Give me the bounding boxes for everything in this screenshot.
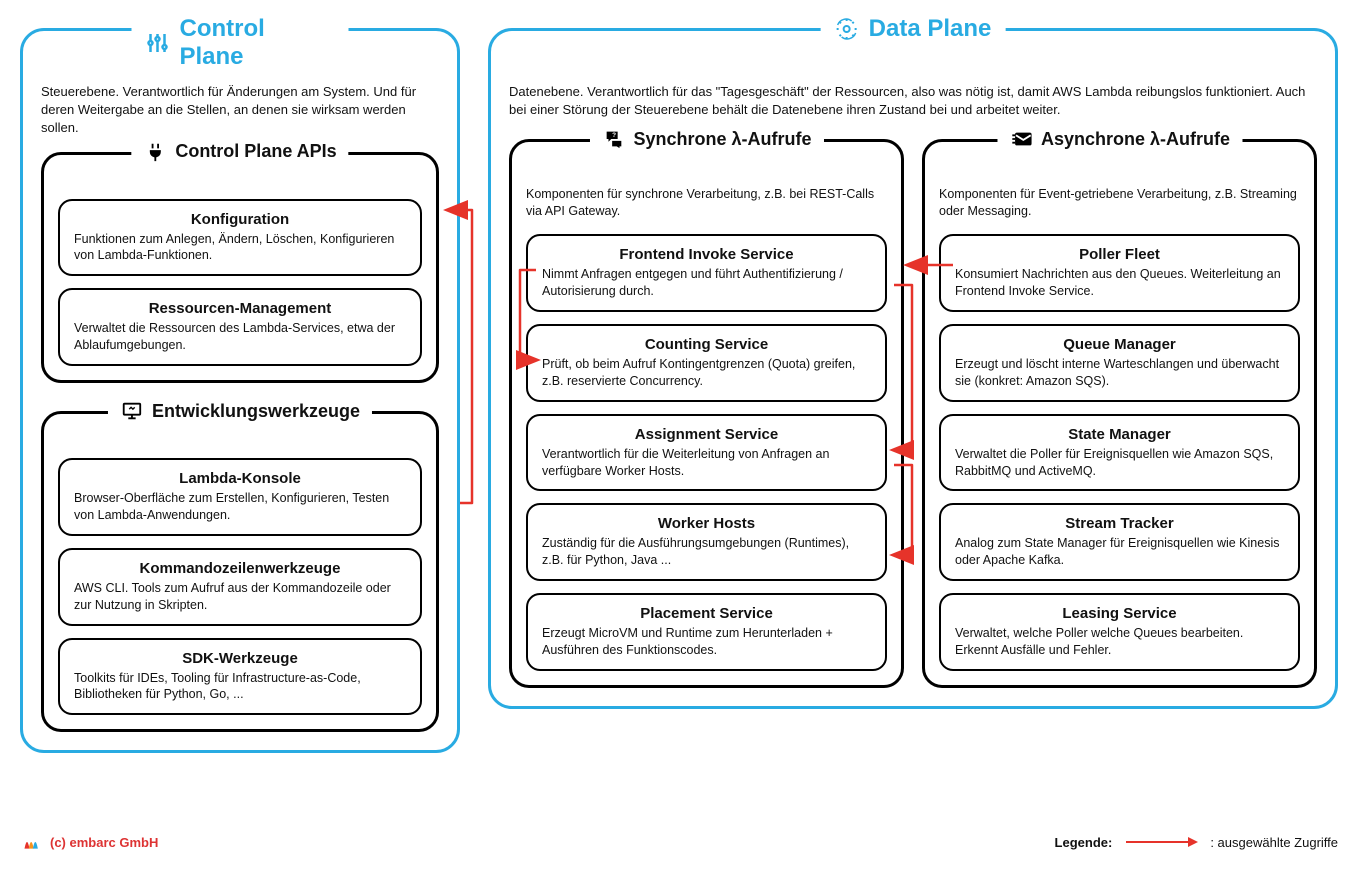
section-entwicklungswerkzeuge: EntwicklungswerkzeugeLambda-KonsoleBrows… [41, 411, 439, 732]
box-desc: Verantwortlich für die Weiterleitung von… [542, 446, 871, 480]
box-title: Konfiguration [74, 211, 406, 228]
box-title: Leasing Service [955, 605, 1284, 622]
control-plane-region: Control Plane Steuerebene. Verantwortlic… [20, 28, 460, 753]
data-plane-title: Data Plane [821, 15, 1006, 43]
box-worker-hosts: Worker Hosts Zuständig für die Ausführung… [526, 503, 887, 581]
section-subtitle: Komponenten für Event-getriebene Verarbe… [939, 186, 1300, 220]
box-desc: Browser-Oberfläche zum Erstellen, Konfig… [74, 490, 406, 524]
box-title: Assignment Service [542, 426, 871, 443]
box-desc: Verwaltet die Ressourcen des Lambda-Serv… [74, 320, 406, 354]
box-title: Placement Service [542, 605, 871, 622]
copyright-text: (c) embarc GmbH [50, 835, 158, 850]
box-title: Counting Service [542, 336, 871, 353]
box-title: Queue Manager [955, 336, 1284, 353]
box-title: Worker Hosts [542, 515, 871, 532]
box-state-manager: State Manager Verwaltet die Poller für Er… [939, 414, 1300, 492]
section-title: Entwicklungswerkzeuge [108, 399, 372, 423]
box-title: SDK-Werkzeuge [74, 650, 406, 667]
box-desc: Analog zum State Manager für Ereignisque… [955, 535, 1284, 569]
box-poller-fleet: Poller Fleet Konsumiert Nachrichten aus d… [939, 234, 1300, 312]
section-title-text: Entwicklungswerkzeuge [152, 401, 360, 422]
section-title-text: Asynchrone λ-Aufrufe [1041, 129, 1230, 150]
legend: Legende: : ausgewählte Zugriffe [1055, 835, 1338, 850]
section-synchrone-aufrufe: ?Synchrone λ-AufrufeKomponenten für sync… [509, 139, 904, 688]
logo-icon [20, 830, 44, 854]
box-desc: Erzeugt und löscht interne Warteschlange… [955, 356, 1284, 390]
box-placement-service: Placement Service Erzeugt MicroVM und Run… [526, 593, 887, 671]
section-asynchrone-aufrufe: Asynchrone λ-AufrufeKomponenten für Even… [922, 139, 1317, 688]
sliders-icon [146, 31, 170, 55]
box-title: State Manager [955, 426, 1284, 443]
diagram-canvas: Control Plane Steuerebene. Verantwortlic… [20, 20, 1338, 854]
box-desc: Verwaltet die Poller für Ereignisquellen… [955, 446, 1284, 480]
section-title: Control Plane APIs [131, 140, 348, 164]
box-title: Stream Tracker [955, 515, 1284, 532]
box-desc: Nimmt Anfragen entgegen und führt Authen… [542, 266, 871, 300]
box-kommandozeilenwerkzeuge: Kommandozeilenwerkzeuge AWS CLI. Tools zu… [58, 548, 422, 626]
box-leasing-service: Leasing Service Verwaltet, welche Poller … [939, 593, 1300, 671]
data-plane-region: Data Plane Datenebene. Verantwortlich fü… [488, 28, 1338, 709]
box-desc: Toolkits für IDEs, Tooling für Infrastru… [74, 670, 406, 704]
copyright: (c) embarc GmbH [20, 830, 158, 854]
svg-text:?: ? [612, 133, 616, 140]
box-title: Frontend Invoke Service [542, 246, 871, 263]
legend-label: Legende: [1055, 835, 1113, 850]
box-queue-manager: Queue Manager Erzeugt und löscht interne … [939, 324, 1300, 402]
box-sdk-werkzeuge: SDK-Werkzeuge Toolkits für IDEs, Tooling … [58, 638, 422, 716]
section-title-text: Control Plane APIs [175, 141, 336, 162]
box-desc: Konsumiert Nachrichten aus den Queues. W… [955, 266, 1284, 300]
gear-cycle-icon [835, 17, 859, 41]
control-plane-title-text: Control Plane [180, 15, 335, 71]
data-plane-desc: Datenebene. Verantwortlich für das "Tage… [509, 83, 1317, 119]
box-title: Lambda-Konsole [74, 470, 406, 487]
mail-icon [1009, 127, 1033, 151]
control-plane-title: Control Plane [132, 15, 349, 71]
box-assignment-service: Assignment Service Verantwortlich für die… [526, 414, 887, 492]
section-subtitle: Komponenten für synchrone Verarbeitung, … [526, 186, 887, 220]
box-lambda-konsole: Lambda-Konsole Browser-Oberfläche zum Ers… [58, 458, 422, 536]
box-ressourcen-management: Ressourcen-Management Verwaltet die Resso… [58, 288, 422, 366]
box-counting-service: Counting Service Prüft, ob beim Aufruf Ko… [526, 324, 887, 402]
box-desc: AWS CLI. Tools zum Aufruf aus der Komman… [74, 580, 406, 614]
box-title: Kommandozeilenwerkzeuge [74, 560, 406, 577]
section-title: ? Synchrone λ-Aufrufe [589, 127, 823, 151]
box-desc: Prüft, ob beim Aufruf Kontingentgrenzen … [542, 356, 871, 390]
control-plane-desc: Steuerebene. Verantwortlich für Änderung… [41, 83, 439, 138]
box-desc: Funktionen zum Anlegen, Ändern, Löschen,… [74, 231, 406, 265]
section-title: Asynchrone λ-Aufrufe [997, 127, 1242, 151]
box-frontend-invoke-service: Frontend Invoke Service Nimmt Anfragen en… [526, 234, 887, 312]
box-stream-tracker: Stream Tracker Analog zum State Manager f… [939, 503, 1300, 581]
box-title: Ressourcen-Management [74, 300, 406, 317]
footer: (c) embarc GmbH Legende: : ausgewählte Z… [20, 830, 1338, 854]
data-plane-title-text: Data Plane [869, 15, 992, 43]
box-konfiguration: Konfiguration Funktionen zum Anlegen, Änd… [58, 199, 422, 277]
monitor-icon [120, 399, 144, 423]
box-desc: Verwaltet, welche Poller welche Queues b… [955, 625, 1284, 659]
legend-text: : ausgewählte Zugriffe [1210, 835, 1338, 850]
chat-icon: ? [601, 127, 625, 151]
box-title: Poller Fleet [955, 246, 1284, 263]
section-control-plane-apis: Control Plane APIsKonfigurationFunktione… [41, 152, 439, 384]
box-desc: Erzeugt MicroVM und Runtime zum Herunter… [542, 625, 871, 659]
plug-icon [143, 140, 167, 164]
box-desc: Zuständig für die Ausführungsumgebungen … [542, 535, 871, 569]
section-title-text: Synchrone λ-Aufrufe [633, 129, 811, 150]
legend-arrow-icon [1126, 841, 1196, 843]
